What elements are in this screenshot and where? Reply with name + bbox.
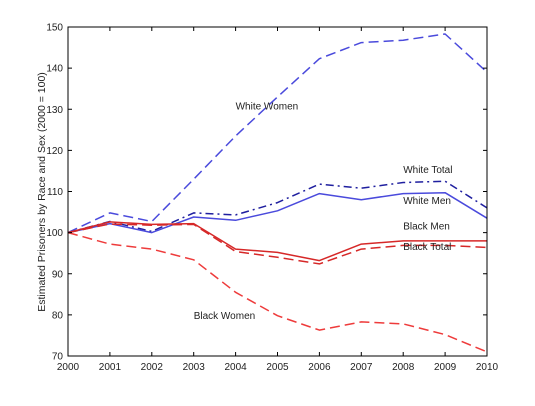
y-tick-label: 140 — [46, 64, 63, 75]
series-line-white-total — [67, 180, 488, 234]
x-tick-label: 2010 — [476, 362, 499, 373]
y-axis-label: Estimated Prisoners by Race and Sex (200… — [36, 72, 48, 312]
y-tick-label: 130 — [46, 105, 63, 116]
series-label-white-total: White Total — [403, 165, 452, 176]
x-tick-label: 2001 — [99, 362, 122, 373]
x-tick-label: 2006 — [308, 362, 331, 373]
plot-frame — [67, 26, 488, 357]
y-tick-label: 150 — [46, 23, 63, 34]
x-tick-label: 2002 — [141, 362, 164, 373]
y-tick-label: 90 — [52, 269, 64, 280]
series-label-black-total: Black Total — [403, 242, 451, 253]
x-tick-label: 2009 — [434, 362, 457, 373]
series-line-black-women — [67, 231, 488, 353]
y-tick-label: 100 — [46, 228, 63, 239]
y-tick-label: 110 — [47, 187, 63, 198]
x-tick-label: 2000 — [57, 362, 80, 373]
y-tick-label: 120 — [46, 146, 63, 157]
series-line-white-women — [67, 33, 488, 234]
series-label-black-men: Black Men — [403, 221, 450, 232]
x-tick-label: 2008 — [392, 362, 415, 373]
x-tick-label: 2005 — [266, 362, 289, 373]
series-label-white-men: White Men — [403, 196, 451, 207]
series-line-black-total — [67, 223, 488, 265]
series-label-white-women: White Women — [236, 101, 299, 112]
tick-labels-layer: 2000 2001 2002 2003 2004 2005 2006 2007 2008 2009… — [46, 23, 498, 374]
x-tick-label: 2007 — [350, 362, 373, 373]
series-labels-layer: White Women White Total White Men Black Men… — [194, 101, 453, 322]
series-label-black-women: Black Women — [194, 311, 256, 322]
series-line-white-men — [67, 191, 488, 234]
axes-layer — [67, 26, 488, 357]
x-tick-label: 2004 — [224, 362, 247, 373]
y-tick-label: 80 — [52, 310, 64, 321]
series-layer — [67, 33, 488, 353]
y-tick-label: 70 — [52, 352, 64, 363]
x-tick-label: 2003 — [183, 362, 206, 373]
series-line-black-men — [67, 221, 487, 262]
